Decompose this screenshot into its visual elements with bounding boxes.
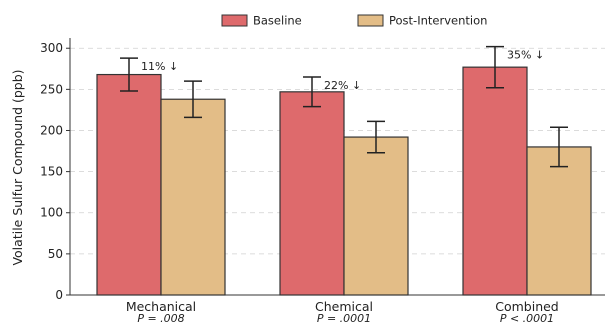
y-tick-label: 150 (40, 165, 63, 179)
legend-swatch-baseline (221, 14, 248, 27)
y-axis-label: Volatile Sulfur Compound (ppb) (10, 69, 25, 265)
p-value-label: P < .0001 (500, 312, 554, 323)
y-tick-label: 100 (40, 206, 63, 220)
reduction-annotation: 35% ↓ (507, 49, 544, 62)
bar-post-mechanical (160, 98, 226, 296)
y-tick-label: 50 (48, 247, 63, 261)
error-bars (120, 45, 568, 168)
y-tick-label: 0 (55, 288, 63, 302)
bar-post-chemical (343, 136, 409, 296)
legend-label-baseline: Baseline (253, 14, 302, 28)
labels: 0 50 100 150 200 250 300 Volatile Sulfur Compou… (10, 41, 559, 323)
axes (66, 38, 605, 296)
bars (96, 66, 592, 296)
p-value-label: P = .008 (137, 312, 184, 323)
x-tick-label: Combined (495, 299, 559, 314)
y-tick-label: 250 (40, 82, 63, 96)
p-value-label: P = .0001 (317, 312, 371, 323)
bar-baseline-combined (462, 66, 528, 296)
reduction-annotation: 22% ↓ (324, 79, 361, 92)
legend-swatch-post (357, 14, 384, 27)
bar-post-combined (526, 146, 592, 296)
y-tick-label: 200 (40, 123, 63, 137)
y-tick-label: 300 (40, 41, 63, 55)
reduction-annotation: 11% ↓ (141, 60, 178, 73)
x-tick-label: Chemical (315, 299, 373, 314)
legend-label-post: Post-Intervention (389, 14, 487, 28)
legend: Baseline Post-Intervention (221, 14, 487, 28)
x-tick-label: Mechanical (126, 299, 196, 314)
bar-baseline-chemical (279, 91, 345, 296)
bar-baseline-mechanical (96, 73, 162, 296)
